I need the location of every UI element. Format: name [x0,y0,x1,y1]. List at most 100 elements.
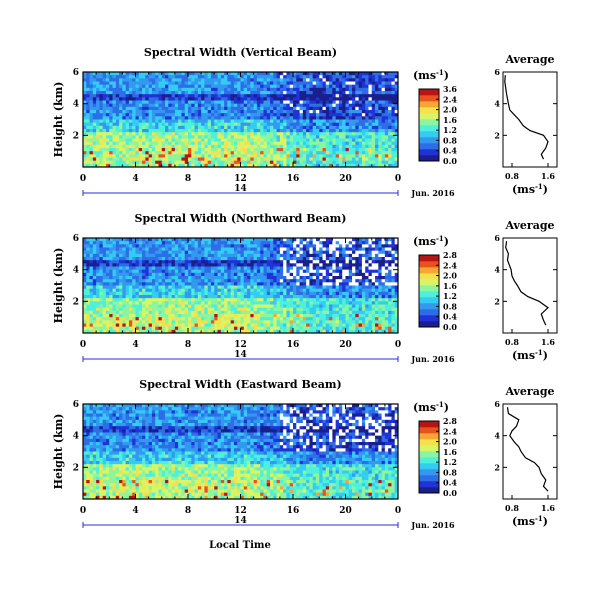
heatmap-cell [322,272,327,277]
heatmap-cell [338,135,343,139]
heatmap-cell [112,276,117,280]
heatmap-cell [286,141,291,146]
heatmap-cell [230,295,235,299]
heatmap-cell [329,113,333,117]
heatmap-cell [171,298,176,302]
heatmap-cell [122,78,127,82]
heatmap-cell [266,151,271,155]
heatmap-cell [312,250,317,255]
heatmap-cell [181,141,186,146]
heatmap-cell [348,125,353,130]
heatmap-cell [135,138,140,143]
heatmap-cell [135,257,140,261]
heatmap-cell [394,148,399,152]
heatmap-cell [273,253,277,258]
heatmap-cell [233,75,238,79]
heatmap-cell [220,110,225,114]
heatmap-cell [197,154,202,158]
heatmap-cell [128,272,133,277]
heatmap-cell [375,148,379,152]
heatmap-cell [391,141,396,146]
heatmap-cell [105,291,110,296]
heatmap-cell [181,91,186,95]
average-profile-line [504,75,549,160]
heatmap-cell [119,260,123,264]
heatmap-cell [250,81,255,86]
heatmap-cell [365,87,369,92]
heatmap-cell [171,247,176,252]
heatmap-cell [332,285,337,290]
heatmap-cell [119,295,123,299]
heatmap-cell [384,291,389,296]
heatmap-cell [375,103,379,108]
heatmap-cell [381,84,386,89]
heatmap-cell [151,144,156,149]
heatmap-cell [184,151,189,155]
heatmap-cell [260,91,264,95]
heatmap-cell [96,87,100,92]
heatmap-cell [286,279,291,283]
heatmap-cell [96,141,100,146]
heatmap-cell [115,91,120,95]
heatmap-cell [342,106,346,111]
heatmap-cell [381,272,386,277]
heatmap-cell [184,125,189,130]
heatmap-cell [335,260,340,264]
heatmap-cell [132,84,136,89]
heatmap-cell [214,301,218,305]
heatmap-cell [355,91,360,95]
heatmap-cell [260,87,264,92]
heatmap-cell [243,241,248,245]
heatmap-cell [266,84,271,89]
heatmap-cell [250,129,255,133]
heatmap-cell [371,241,376,245]
heatmap-cell [158,148,163,152]
heatmap-cell [217,279,222,283]
heatmap-cell [332,144,337,149]
heatmap-cell [161,282,166,286]
heatmap-cell [338,285,343,290]
heatmap-cell [286,288,291,293]
heatmap-cell [375,106,379,111]
heatmap-cell [345,157,350,162]
heatmap-cell [375,138,379,143]
heatmap-cell [309,113,314,117]
heatmap-cell [299,269,304,274]
heatmap-cell [243,125,248,130]
heatmap-cell [227,157,232,162]
heatmap-cell [194,276,199,280]
heatmap-cell [105,116,110,120]
heatmap-cell [266,138,271,143]
heatmap-cell [158,116,163,120]
heatmap-cell [227,141,232,146]
heatmap-cell [266,163,271,168]
heatmap-cell [99,144,104,149]
heatmap-cell [217,263,222,267]
heatmap-cell [250,87,255,92]
heatmap-cell [210,269,215,274]
heatmap-cell [191,291,195,296]
heatmap-cell [237,163,241,168]
heatmap-cell [96,91,100,95]
heatmap-cell [309,257,314,261]
heatmap-cell [243,269,248,274]
heatmap-cell [247,282,251,286]
heatmap-cell [348,100,353,105]
heatmap-cell [224,160,228,165]
heatmap-cell [332,263,337,267]
heatmap-cell [168,253,172,258]
heatmap-cell [99,241,104,245]
panel-title: Spectral Width (Northward Beam) [135,212,347,225]
heatmap-cell [227,135,232,139]
heatmap-cell [135,160,140,165]
heatmap-cell [181,250,186,255]
heatmap-cell [273,138,277,143]
heatmap-cell [394,288,399,293]
heatmap-cell [89,151,94,155]
heatmap-cell [174,106,179,111]
heatmap-cell [233,87,238,92]
heatmap-cell [122,84,127,89]
heatmap-cell [201,163,205,168]
heatmap-cell [119,247,123,252]
heatmap-cell [335,125,340,130]
